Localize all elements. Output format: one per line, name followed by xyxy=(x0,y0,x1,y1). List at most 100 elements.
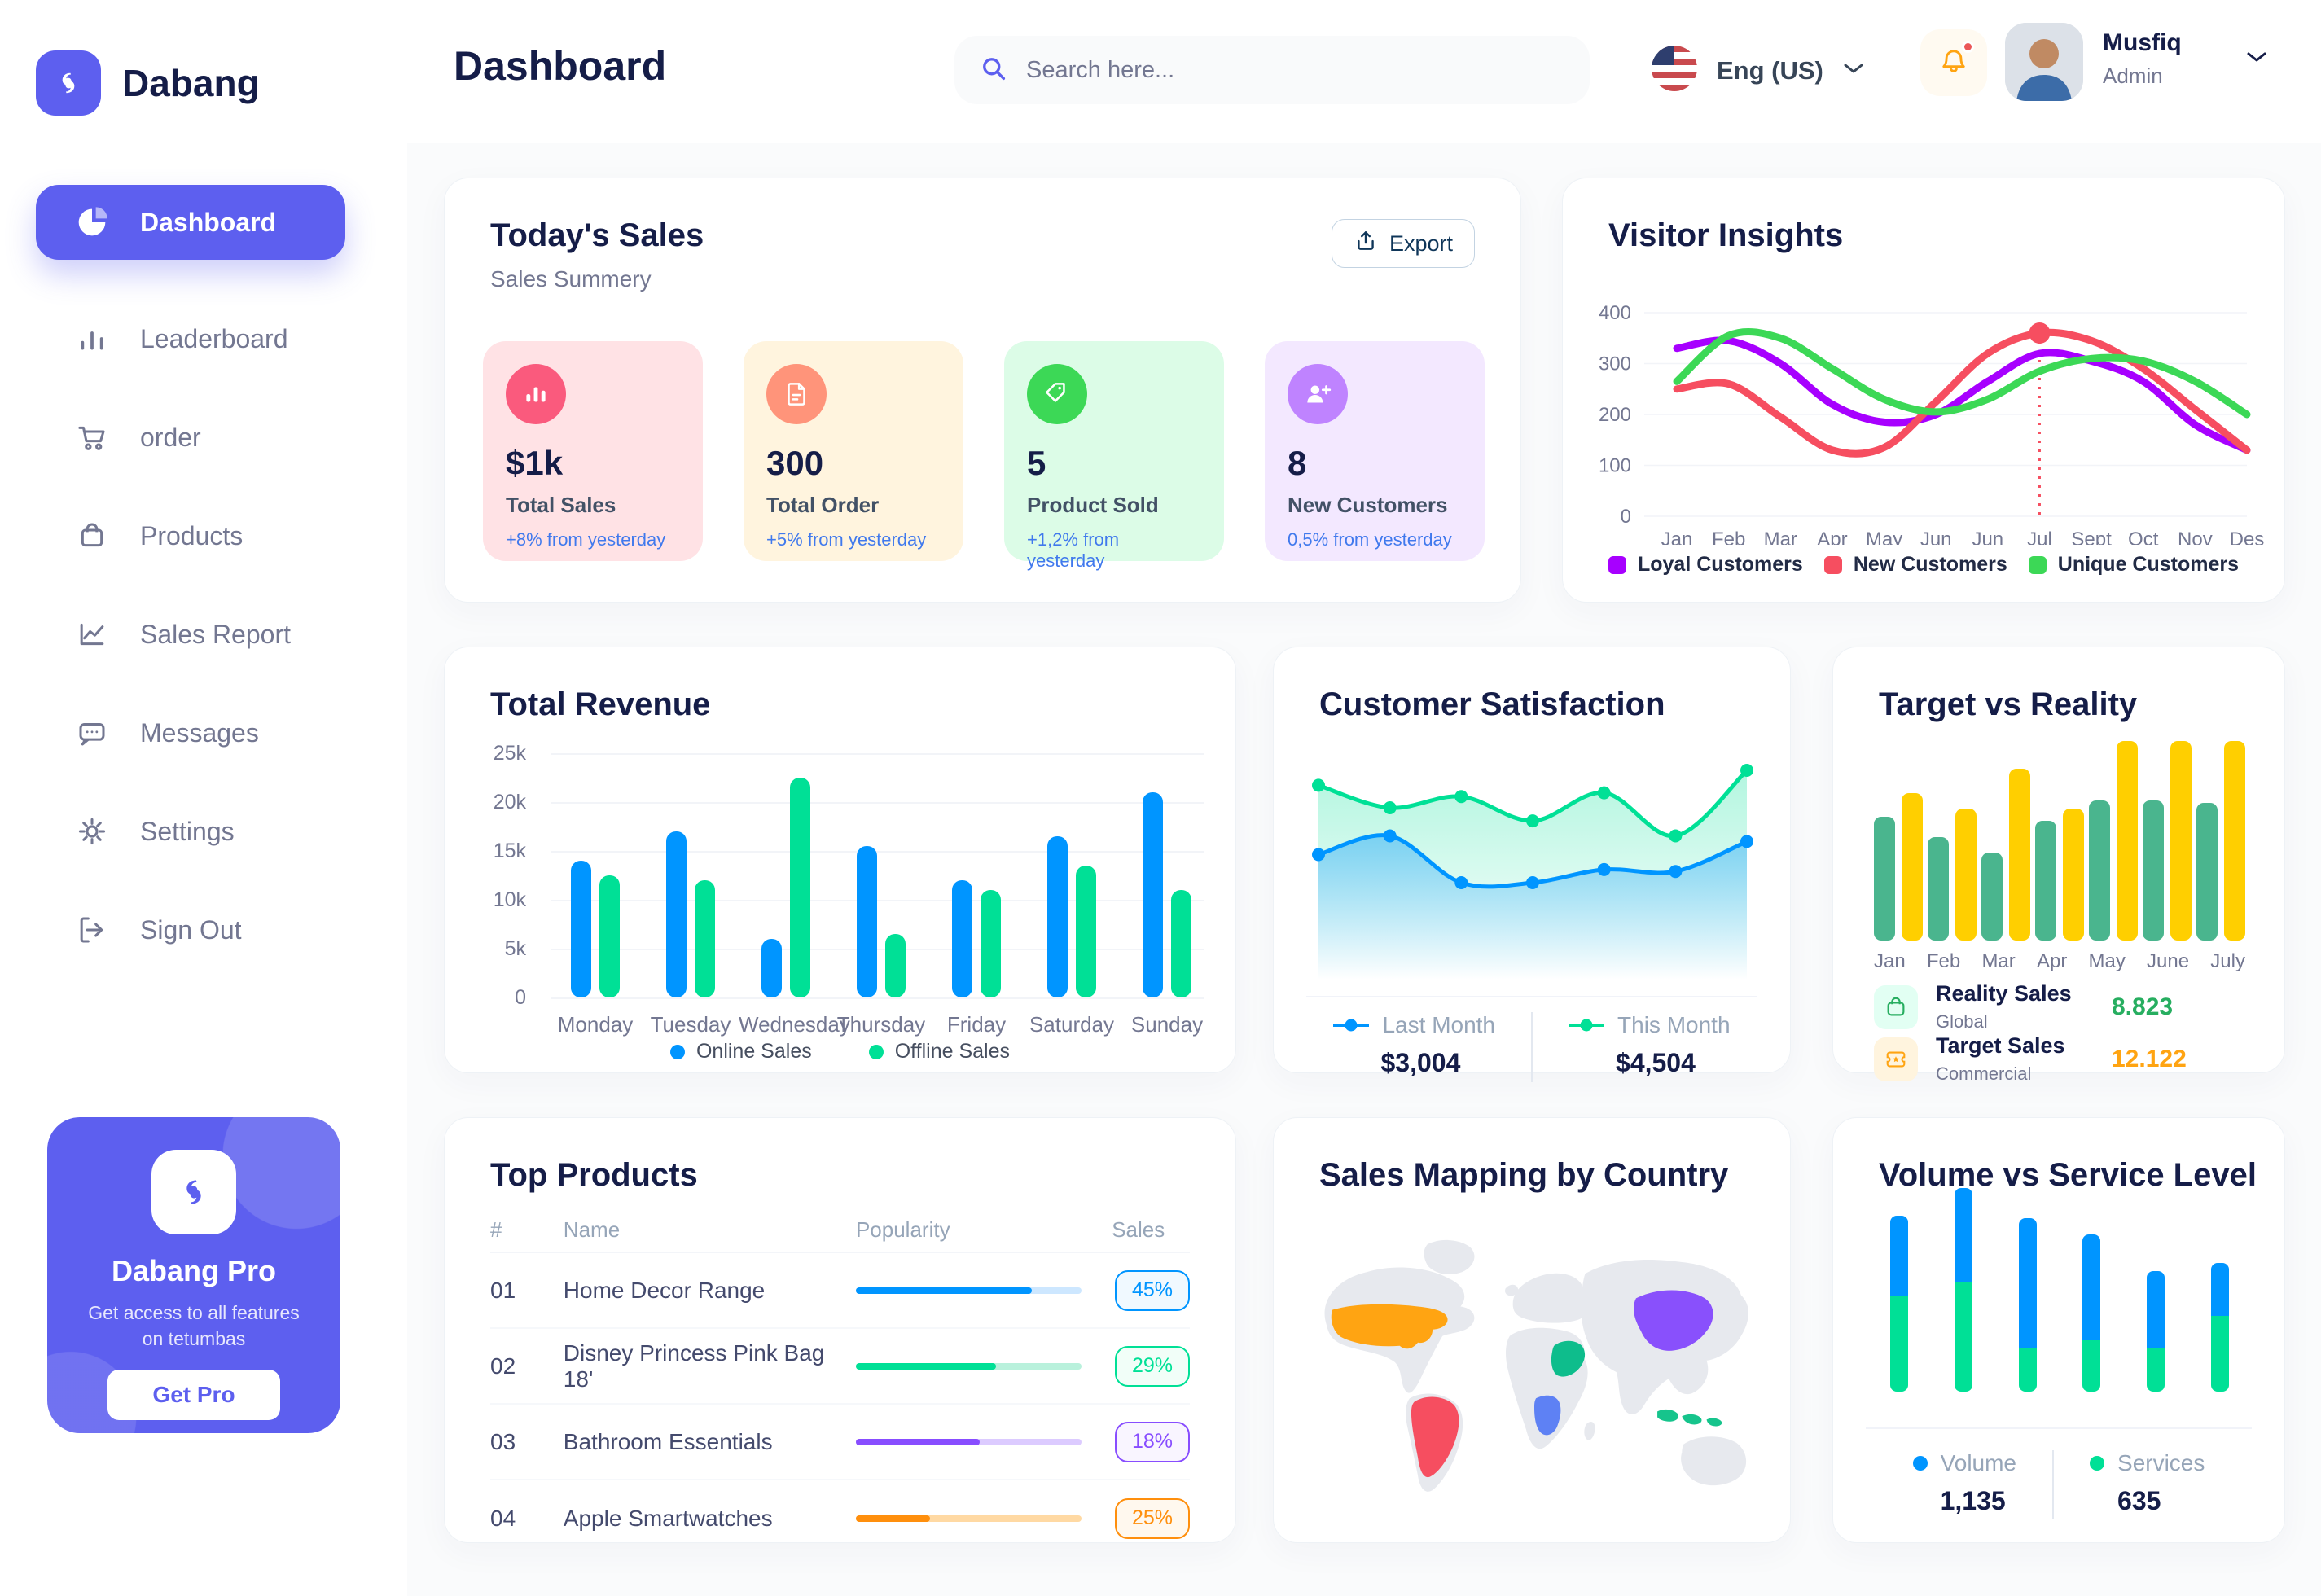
sidebar-item-settings[interactable]: Settings xyxy=(36,794,345,869)
page-title: Dashboard xyxy=(454,43,667,89)
pro-card: Dabang Pro Get access to all features on… xyxy=(47,1117,340,1433)
online-sales-bar xyxy=(1143,792,1163,998)
language-selector[interactable]: Eng (US) xyxy=(1652,46,1864,95)
legend-reality-sales: Reality Sales Global 8.823 xyxy=(1874,981,2173,1033)
visitor-insights-card: Visitor Insights 0 100 200 300 400 Jan Feb Mar A… xyxy=(1562,178,2285,603)
reality-bar xyxy=(1928,837,1949,940)
popularity-bar xyxy=(855,1287,1082,1294)
sidebar-item-sales-report[interactable]: Sales Report xyxy=(36,597,345,672)
stacked-bar-4 xyxy=(2082,1234,2101,1392)
user-chevron-down-icon[interactable] xyxy=(2246,50,2267,68)
top-products-table: # Name Popularity Sales 01 Home Decor Ran… xyxy=(490,1208,1190,1556)
stat-delta: +5% from yesterday xyxy=(766,529,927,550)
stat-value: 300 xyxy=(766,444,824,482)
svg-text:Apr: Apr xyxy=(1817,528,1847,545)
sidebar-item-label: Products xyxy=(140,520,244,550)
y-tick: 5k xyxy=(504,937,526,960)
stat-value: $1k xyxy=(506,444,564,482)
sidebar-item-label: order xyxy=(140,422,201,452)
services-segment xyxy=(2210,1316,2229,1392)
brand-logo-icon xyxy=(36,50,101,116)
sidebar-item-sign-out[interactable]: Sign Out xyxy=(36,892,345,967)
svg-text:Des: Des xyxy=(2230,528,2265,545)
sidebar-item-order[interactable]: order xyxy=(36,400,345,475)
stat-card-total-order: 300 Total Order +5% from yesterday xyxy=(744,341,963,561)
brand-name: Dabang xyxy=(122,62,260,104)
x-label: Sunday xyxy=(1130,1012,1204,1037)
popularity-bar xyxy=(855,1362,1082,1370)
ticket-icon xyxy=(1874,1037,1918,1081)
get-pro-button[interactable]: Get Pro xyxy=(107,1370,280,1420)
svg-text:Jun: Jun xyxy=(1972,528,2003,545)
reality-bar xyxy=(2143,800,2164,940)
notification-button[interactable] xyxy=(1920,29,1987,96)
map-country-indonesia[interactable] xyxy=(1657,1409,1722,1427)
sidebar-item-label: Settings xyxy=(140,816,235,846)
bar-group-sunday xyxy=(1143,792,1191,998)
popularity-bar xyxy=(855,1438,1082,1445)
x-label: Monday xyxy=(557,1012,634,1037)
legend-online-sales: Online Sales xyxy=(669,1040,812,1063)
visitor-insights-title: Visitor Insights xyxy=(1608,217,1844,253)
target-bar xyxy=(2009,769,2030,940)
product-name: Disney Princess Pink Bag 18' xyxy=(563,1340,825,1392)
x-label: Saturday xyxy=(1029,1012,1115,1037)
bar-group-thursday xyxy=(857,846,906,998)
svg-text:Feb: Feb xyxy=(1712,528,1745,545)
shopping-bag-icon xyxy=(1874,984,1918,1029)
sales-badge: 29% xyxy=(1115,1345,1190,1387)
sidebar-item-messages[interactable]: Messages xyxy=(36,695,345,770)
services-segment xyxy=(2018,1348,2037,1392)
volume-segment xyxy=(2018,1218,2037,1348)
legend-value: $4,504 xyxy=(1616,1048,1696,1077)
us-flag-icon xyxy=(1652,46,1697,95)
volume-segment xyxy=(1890,1216,1908,1296)
user-role: Admin xyxy=(2103,64,2163,88)
cart-icon xyxy=(75,420,109,454)
pie-chart-icon xyxy=(75,205,109,239)
sidebar-item-label: Dashboard xyxy=(140,207,277,237)
svg-text:Jul: Jul xyxy=(2027,528,2052,545)
map-country-saudi[interactable] xyxy=(1551,1340,1586,1377)
legend-dot xyxy=(669,1044,685,1059)
map-country-brazil[interactable] xyxy=(1411,1396,1459,1478)
bar-group-friday xyxy=(952,880,1001,998)
language-label: Eng (US) xyxy=(1717,55,1823,85)
bar-chart-icon xyxy=(75,322,109,356)
legend-swatch xyxy=(2028,555,2047,574)
stat-value: 8 xyxy=(1288,444,1307,482)
product-name: Home Decor Range xyxy=(563,1277,766,1303)
reality-bar xyxy=(1981,853,2003,940)
legend-new-customers: New Customers xyxy=(1823,553,2007,577)
user-info: Musfiq Admin xyxy=(2103,29,2182,89)
product-rank: 02 xyxy=(490,1353,516,1379)
legend-value: $3,004 xyxy=(1380,1048,1461,1077)
stacked-bar-6 xyxy=(2210,1263,2229,1392)
online-sales-bar xyxy=(857,846,877,998)
bar-pair-may xyxy=(2089,741,2138,940)
table-header: # Name Popularity Sales xyxy=(490,1208,1190,1253)
top-header: Dashboard Eng (US) Musfiq xyxy=(407,0,2321,143)
target-vs-reality-title: Target vs Reality xyxy=(1879,686,2138,722)
y-tick: 15k xyxy=(493,840,526,862)
bar-pair-june xyxy=(2143,741,2192,940)
offline-sales-bar xyxy=(1171,890,1191,998)
sidebar-item-dashboard[interactable]: Dashboard xyxy=(36,185,345,260)
stacked-bar-3 xyxy=(2018,1218,2037,1392)
top-products-title: Top Products xyxy=(490,1157,698,1193)
search-input[interactable] xyxy=(1026,56,1547,84)
map-country-congo[interactable] xyxy=(1534,1395,1561,1436)
sidebar-item-products[interactable]: Products xyxy=(36,498,345,573)
svg-text:Jun: Jun xyxy=(1920,528,1952,545)
avatar[interactable] xyxy=(2005,23,2083,101)
sidebar-item-label: Leaderboard xyxy=(140,323,288,353)
bag-icon xyxy=(75,519,109,553)
map-country-usa[interactable] xyxy=(1331,1304,1448,1349)
search-bar[interactable] xyxy=(954,36,1590,104)
customer-satisfaction-legend: Last Month $3,004 This Month $4,504 xyxy=(1274,1012,1790,1082)
month-label: Mar xyxy=(1981,950,2016,972)
map-country-china[interactable] xyxy=(1633,1290,1713,1351)
export-button[interactable]: Export xyxy=(1331,219,1475,268)
total-revenue-card: Total Revenue 0 5k 10k 15k 20k 25k Monday Tuesd… xyxy=(444,647,1236,1073)
sidebar-item-leaderboard[interactable]: Leaderboard xyxy=(36,301,345,376)
